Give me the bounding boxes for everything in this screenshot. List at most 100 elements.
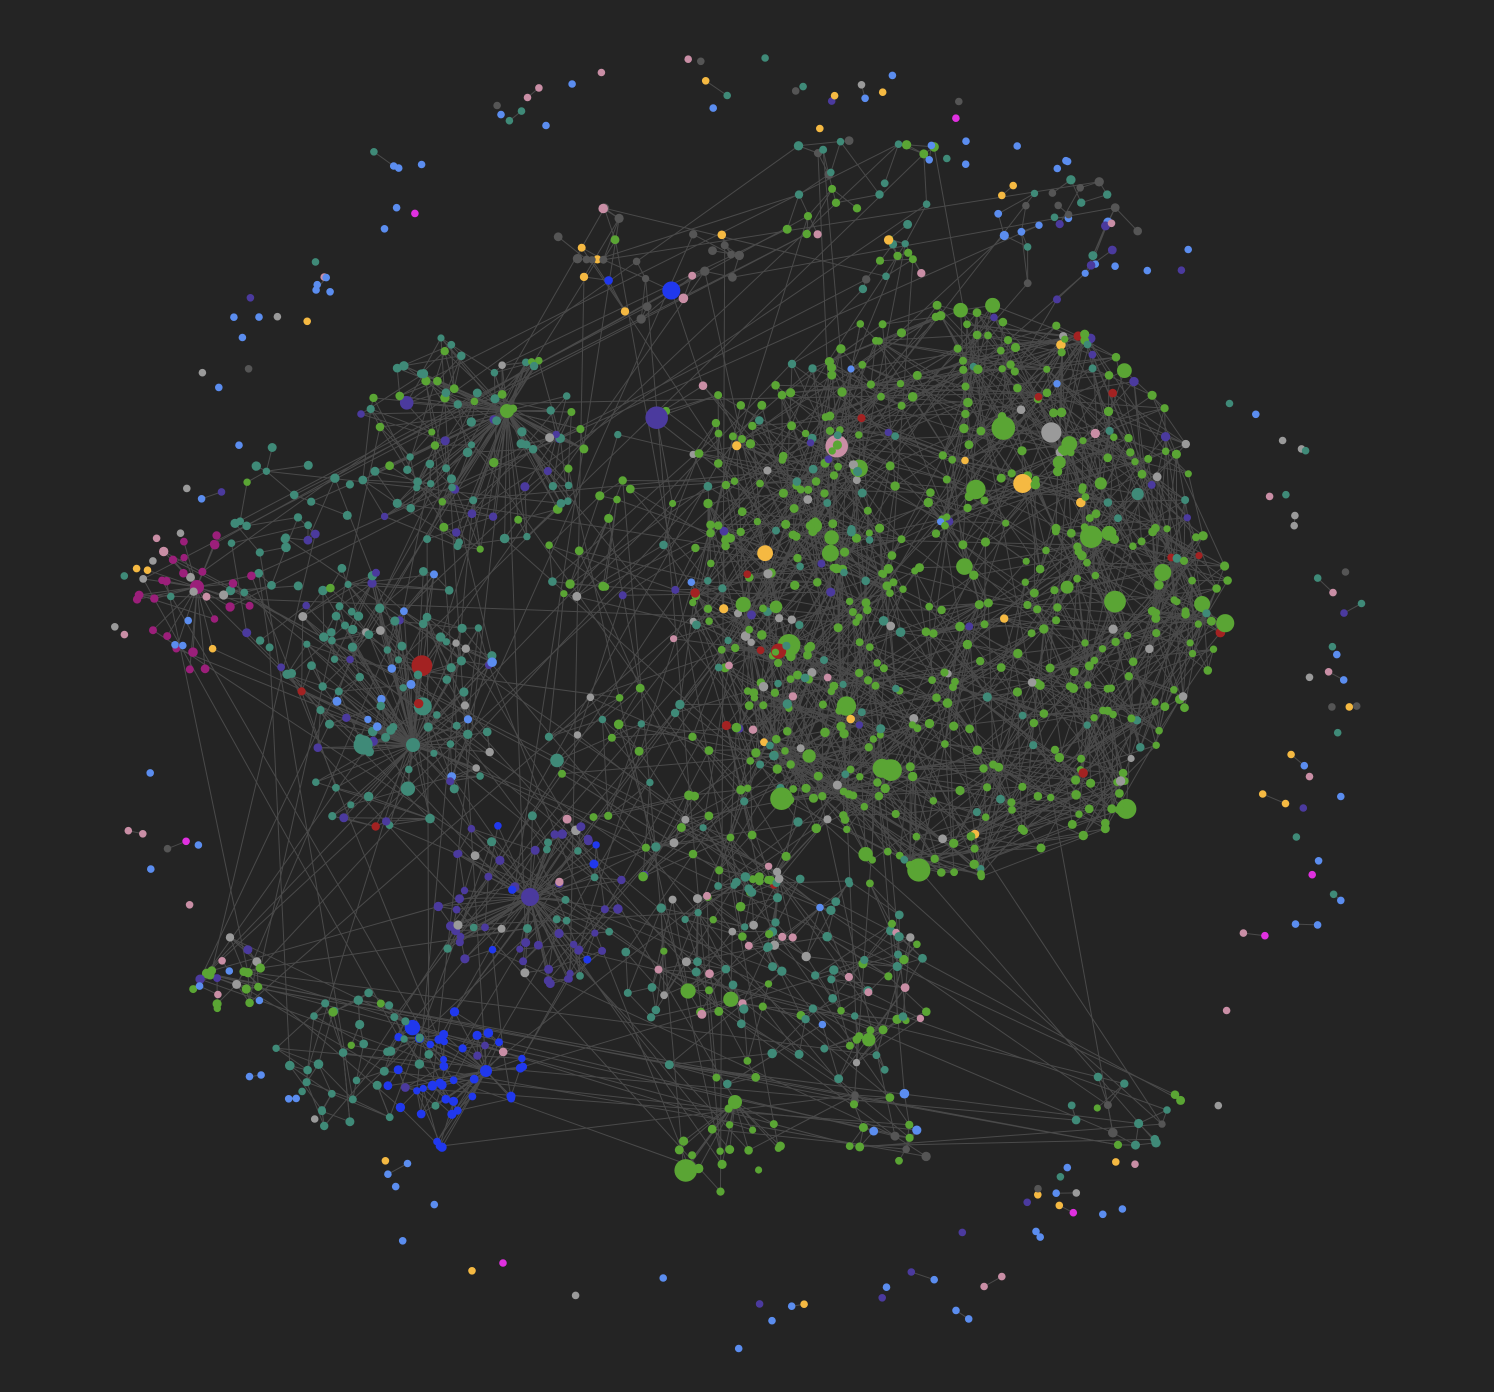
note-node[interactable] bbox=[835, 706, 844, 715]
note-node[interactable] bbox=[417, 160, 426, 169]
note-node[interactable] bbox=[590, 873, 599, 882]
note-node[interactable] bbox=[707, 1124, 717, 1134]
note-node[interactable] bbox=[883, 235, 894, 245]
note-node[interactable] bbox=[359, 1039, 369, 1049]
note-node[interactable] bbox=[703, 604, 713, 613]
note-node[interactable] bbox=[298, 1087, 306, 1096]
note-node[interactable] bbox=[370, 148, 378, 156]
note-node[interactable] bbox=[1010, 367, 1019, 376]
note-node[interactable] bbox=[1054, 201, 1062, 210]
note-node[interactable] bbox=[487, 837, 497, 847]
note-node[interactable] bbox=[1131, 1140, 1140, 1150]
note-node[interactable] bbox=[194, 841, 203, 849]
note-node[interactable] bbox=[1085, 514, 1094, 523]
note-node[interactable] bbox=[852, 204, 862, 213]
note-node[interactable] bbox=[855, 431, 863, 439]
note-node[interactable] bbox=[1073, 574, 1081, 583]
note-node[interactable] bbox=[994, 209, 1003, 218]
note-node[interactable] bbox=[1056, 1173, 1065, 1181]
note-node[interactable] bbox=[572, 254, 583, 264]
note-node[interactable] bbox=[862, 1033, 876, 1047]
note-node[interactable] bbox=[953, 302, 968, 318]
note-node[interactable] bbox=[1340, 609, 1348, 617]
note-node[interactable] bbox=[492, 416, 501, 425]
note-node[interactable] bbox=[310, 1012, 318, 1020]
note-node[interactable] bbox=[816, 903, 824, 912]
note-node[interactable] bbox=[1158, 1120, 1166, 1128]
note-node[interactable] bbox=[1093, 1072, 1103, 1082]
note-node[interactable] bbox=[567, 408, 576, 416]
note-node[interactable] bbox=[806, 439, 815, 447]
note-node[interactable] bbox=[254, 568, 264, 578]
note-node[interactable] bbox=[737, 507, 747, 517]
note-node[interactable] bbox=[803, 650, 812, 660]
note-node[interactable] bbox=[348, 1095, 357, 1104]
note-node[interactable] bbox=[195, 982, 204, 990]
note-node[interactable] bbox=[903, 219, 913, 229]
note-node[interactable] bbox=[846, 527, 856, 537]
note-node[interactable] bbox=[688, 271, 697, 280]
note-node[interactable] bbox=[901, 140, 912, 150]
note-node[interactable] bbox=[1152, 609, 1161, 617]
note-node[interactable] bbox=[209, 539, 219, 549]
note-node[interactable] bbox=[397, 641, 407, 651]
note-node[interactable] bbox=[439, 1061, 449, 1071]
note-node[interactable] bbox=[820, 489, 829, 498]
note-node[interactable] bbox=[598, 715, 607, 724]
note-node[interactable] bbox=[605, 927, 614, 936]
note-node[interactable] bbox=[595, 491, 605, 501]
note-node[interactable] bbox=[834, 462, 842, 471]
note-node[interactable] bbox=[849, 1100, 859, 1109]
note-node[interactable] bbox=[385, 461, 394, 471]
note-node[interactable] bbox=[1337, 896, 1345, 905]
note-node[interactable] bbox=[1051, 527, 1060, 536]
note-node[interactable] bbox=[1172, 553, 1182, 563]
note-node[interactable] bbox=[498, 1047, 508, 1057]
note-node[interactable] bbox=[926, 488, 935, 497]
note-node[interactable] bbox=[455, 938, 464, 947]
note-node[interactable] bbox=[749, 1126, 757, 1134]
note-node[interactable] bbox=[878, 88, 887, 96]
note-node[interactable] bbox=[736, 785, 746, 795]
note-node[interactable] bbox=[844, 877, 853, 885]
note-node[interactable] bbox=[1352, 702, 1361, 710]
note-node[interactable] bbox=[808, 1004, 818, 1013]
note-node[interactable] bbox=[837, 1006, 845, 1015]
note-node[interactable] bbox=[1039, 709, 1049, 718]
note-node[interactable] bbox=[1137, 537, 1146, 546]
note-node[interactable] bbox=[239, 967, 249, 976]
note-node[interactable] bbox=[535, 356, 543, 365]
note-node[interactable] bbox=[332, 783, 340, 792]
note-node[interactable] bbox=[717, 230, 727, 240]
note-node[interactable] bbox=[375, 422, 385, 432]
note-node[interactable] bbox=[449, 1007, 460, 1017]
note-node[interactable] bbox=[1078, 768, 1088, 778]
note-node[interactable] bbox=[744, 701, 754, 710]
note-node[interactable] bbox=[721, 480, 731, 490]
note-node[interactable] bbox=[904, 248, 913, 257]
note-node[interactable] bbox=[646, 778, 654, 787]
note-node[interactable] bbox=[755, 1166, 763, 1174]
note-node[interactable] bbox=[872, 758, 892, 778]
note-node[interactable] bbox=[1163, 525, 1171, 533]
note-node[interactable] bbox=[771, 918, 780, 927]
note-node[interactable] bbox=[996, 663, 1006, 672]
note-node[interactable] bbox=[353, 735, 373, 755]
note-node[interactable] bbox=[1103, 498, 1113, 507]
note-node[interactable] bbox=[771, 648, 780, 656]
note-node[interactable] bbox=[756, 646, 765, 655]
note-node[interactable] bbox=[328, 1007, 338, 1017]
note-node[interactable] bbox=[544, 732, 554, 741]
note-node[interactable] bbox=[901, 240, 909, 248]
note-node[interactable] bbox=[871, 681, 880, 690]
note-node[interactable] bbox=[548, 482, 558, 491]
note-node[interactable] bbox=[421, 376, 431, 386]
note-node[interactable] bbox=[855, 638, 864, 647]
note-node[interactable] bbox=[335, 602, 344, 611]
note-node[interactable] bbox=[1209, 645, 1218, 653]
note-node[interactable] bbox=[163, 632, 172, 641]
note-node[interactable] bbox=[489, 457, 499, 468]
note-node[interactable] bbox=[808, 364, 817, 373]
note-node[interactable] bbox=[257, 1071, 265, 1079]
note-node[interactable] bbox=[1111, 637, 1120, 647]
